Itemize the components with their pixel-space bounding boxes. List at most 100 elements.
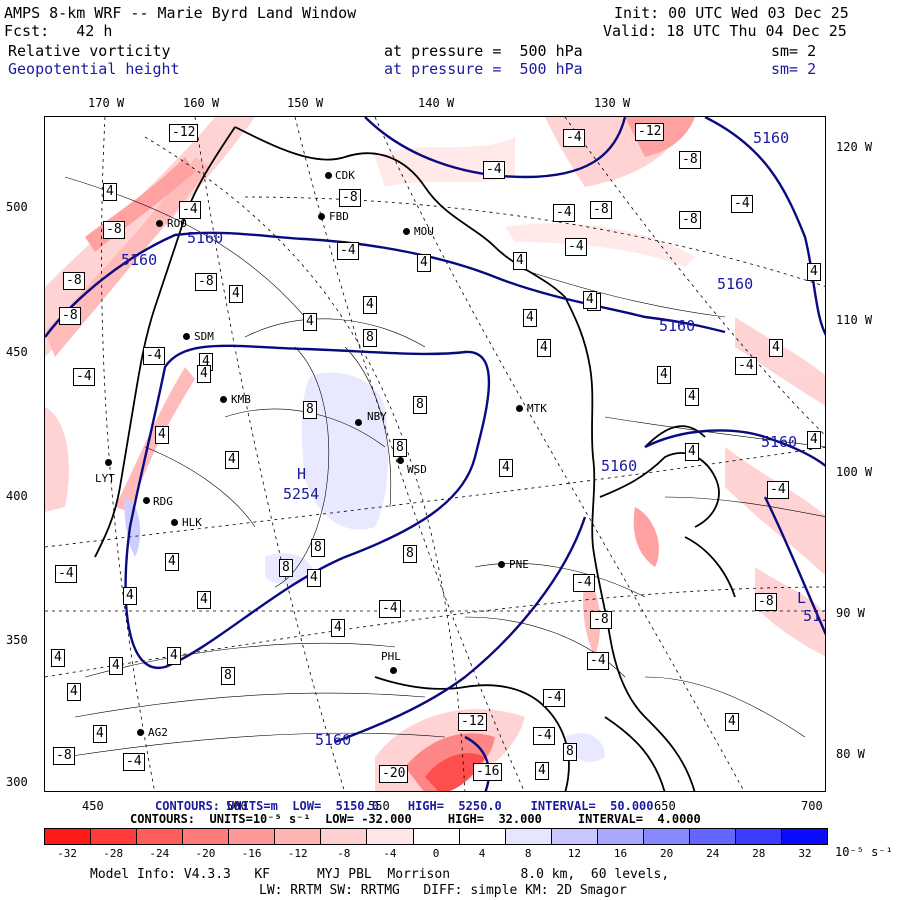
vorticity-label: -8 [755, 593, 777, 611]
colorbar-segment [137, 829, 184, 844]
vorticity-label: 4 [725, 713, 739, 731]
vorticity-label: 4 [807, 263, 821, 281]
field1-pressure: at pressure = 500 hPa [384, 42, 583, 60]
colorbar-segment [321, 829, 368, 844]
colorbar-tick-label: 0 [432, 847, 440, 860]
field2-smoothing: sm= 2 [771, 60, 817, 78]
vorticity-label: 4 [67, 683, 81, 701]
low-center-value: 5111 [803, 607, 825, 625]
high-center-value: 5254 [283, 485, 320, 503]
vorticity-label: 4 [165, 553, 179, 571]
left-grid-tick: 450 [6, 345, 28, 359]
vorticity-label: -12 [169, 124, 199, 142]
vorticity-label: 4 [123, 587, 137, 605]
colorbar-tick-label: -4 [383, 847, 397, 860]
vorticity-label: 8 [221, 667, 235, 685]
height-label: 5160 [659, 317, 696, 335]
height-label: 5160 [187, 229, 224, 247]
top-lon-tick: 130 W [594, 96, 631, 110]
vorticity-label: -4 [731, 195, 753, 213]
height-contours [45, 117, 825, 791]
vorticity-label: -4 [735, 357, 757, 375]
station-label: WSD [407, 463, 427, 476]
vorticity-label: 4 [535, 762, 549, 780]
colorbar-segment [735, 829, 782, 844]
vorticity-label: -8 [53, 747, 75, 765]
right-lon-tick: 100 W [836, 465, 873, 479]
height-label: 5160 [761, 433, 798, 451]
station-label: LYT [95, 472, 115, 485]
station-label: MTK [527, 402, 547, 415]
right-lon-tick: 80 W [836, 747, 865, 761]
colorbar-segment [367, 829, 414, 844]
vorticity-contours [64, 176, 825, 758]
vorticity-label: -8 [590, 611, 612, 629]
vorticity-label: 4 [769, 339, 783, 357]
vorticity-label: -4 [73, 368, 95, 386]
colorbar-tick-label: 16 [613, 847, 628, 860]
bottom-grid-tick: 450 [82, 799, 104, 813]
map-canvas [45, 117, 825, 791]
top-lon-tick: 170 W [88, 96, 125, 110]
colorbar-tick-label: -8 [337, 847, 351, 860]
model-physics: LW: RRTM SW: RRTMG DIFF: simple KM: 2D S… [259, 883, 627, 898]
colorbar-segment [505, 829, 552, 844]
left-grid-tick: 350 [6, 633, 28, 647]
vorticity-label: -4 [143, 347, 165, 365]
vorticity-label: 4 [685, 388, 699, 406]
vorticity-label: -4 [379, 600, 401, 618]
vorticity-label: -4 [533, 727, 555, 745]
height-label: 5160 [601, 457, 638, 475]
station-label: PNE [509, 558, 529, 571]
height-label: 5160 [315, 731, 352, 749]
vorticity-label: -4 [483, 161, 505, 179]
colorbar-segment [229, 829, 276, 844]
vorticity-label: 4 [363, 296, 377, 314]
vorticity-label: 8 [279, 559, 293, 577]
top-lon-tick: 140 W [418, 96, 455, 110]
high-center-letter: H [297, 465, 307, 483]
vorticity-label: 4 [303, 313, 317, 331]
colorbar-segment [551, 829, 598, 844]
colorbar-segment [275, 829, 322, 844]
vorticity-label: 4 [109, 657, 123, 675]
vorticity-label: 4 [417, 254, 431, 272]
vorticity-label: 4 [807, 431, 821, 449]
vorticity-label: 4 [51, 649, 65, 667]
colorbar-tick-label: -32 [57, 847, 77, 860]
colorbar-tick-label: 12 [567, 847, 581, 860]
vorticity-label: 4 [167, 647, 181, 665]
colorbar-segment [413, 829, 460, 844]
vorticity-label: -8 [63, 272, 85, 290]
vorticity-label: 8 [311, 539, 325, 557]
vorticity-label: 4 [513, 252, 527, 270]
vorticity-contour-info: CONTOURS: UNITS=10⁻⁵ s⁻¹ LOW= -32.000 HI… [130, 812, 701, 826]
colorbar-segment [643, 829, 690, 844]
left-grid-tick: 500 [6, 200, 28, 214]
vorticity-label: 4 [331, 619, 345, 637]
colorbar-segment [597, 829, 644, 844]
vorticity-label: -12 [458, 713, 488, 731]
right-lon-tick: 110 W [836, 313, 873, 327]
colorbar-tick-label: 4 [478, 847, 486, 860]
model-info: Model Info: V4.3.3 KF MYJ PBL Morrison 8… [90, 867, 670, 882]
vorticity-label: -4 [55, 565, 77, 583]
vorticity-label: -8 [339, 189, 361, 207]
vorticity-label: 4 [657, 366, 671, 384]
map-title: AMPS 8-km WRF -- Marie Byrd Land Window [4, 4, 357, 22]
height-contour-info: CONTOURS: UNITS=m LOW= 5150.0 HIGH= 5250… [155, 799, 654, 813]
right-lon-tick: 90 W [836, 606, 865, 620]
colorbar-tick-label: 32 [798, 847, 812, 860]
field1-smoothing: sm= 2 [771, 42, 817, 60]
colorbar-tick-label: -24 [149, 847, 170, 860]
height-label: 5160 [753, 129, 790, 147]
vorticity-label: -12 [635, 123, 665, 141]
vorticity-label: -4 [587, 652, 609, 670]
vorticity-label: -4 [565, 238, 587, 256]
vorticity-label: -20 [379, 765, 409, 783]
vorticity-label: -8 [590, 201, 612, 219]
field1-name: Relative vorticity [8, 42, 171, 60]
colorbar-segment [91, 829, 138, 844]
bottom-grid-tick: 700 [801, 799, 823, 813]
station-label: PHL [381, 650, 401, 663]
